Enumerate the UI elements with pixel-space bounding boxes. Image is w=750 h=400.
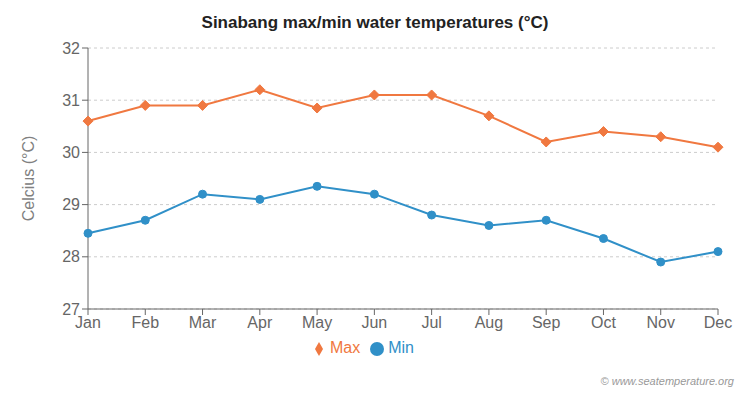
svg-text:Sep: Sep <box>532 314 561 331</box>
svg-text:Oct: Oct <box>591 314 616 331</box>
svg-text:31: 31 <box>62 92 80 109</box>
svg-text:32: 32 <box>62 40 80 57</box>
html-text:Max: Max <box>330 339 361 356</box>
svg-text:Celcius (°C): Celcius (°C) <box>20 136 37 222</box>
svg-text:Feb: Feb <box>131 314 159 331</box>
html-text:Sinabang max/min water tempera: Sinabang max/min water temperatures (°C) <box>201 13 549 32</box>
svg-text:Dec: Dec <box>704 314 732 331</box>
svg-text:29: 29 <box>62 196 80 213</box>
svg-text:Apr: Apr <box>247 314 273 331</box>
svg-text:Nov: Nov <box>647 314 675 331</box>
svg-text:Mar: Mar <box>189 314 217 331</box>
svg-text:Jan: Jan <box>75 314 101 332</box>
svg-text:30: 30 <box>62 144 80 161</box>
svg-text:Aug: Aug <box>475 314 503 331</box>
svg-text:27: 27 <box>62 301 80 318</box>
html-text:© www.seatemperature.org: © www.seatemperature.org <box>600 375 734 387</box>
svg-text:Jul: Jul <box>421 314 441 331</box>
svg-text:Jun: Jun <box>361 314 387 331</box>
svg-text:May: May <box>302 314 332 331</box>
svg-text:28: 28 <box>62 248 80 265</box>
html-text:Min: Min <box>388 339 414 356</box>
